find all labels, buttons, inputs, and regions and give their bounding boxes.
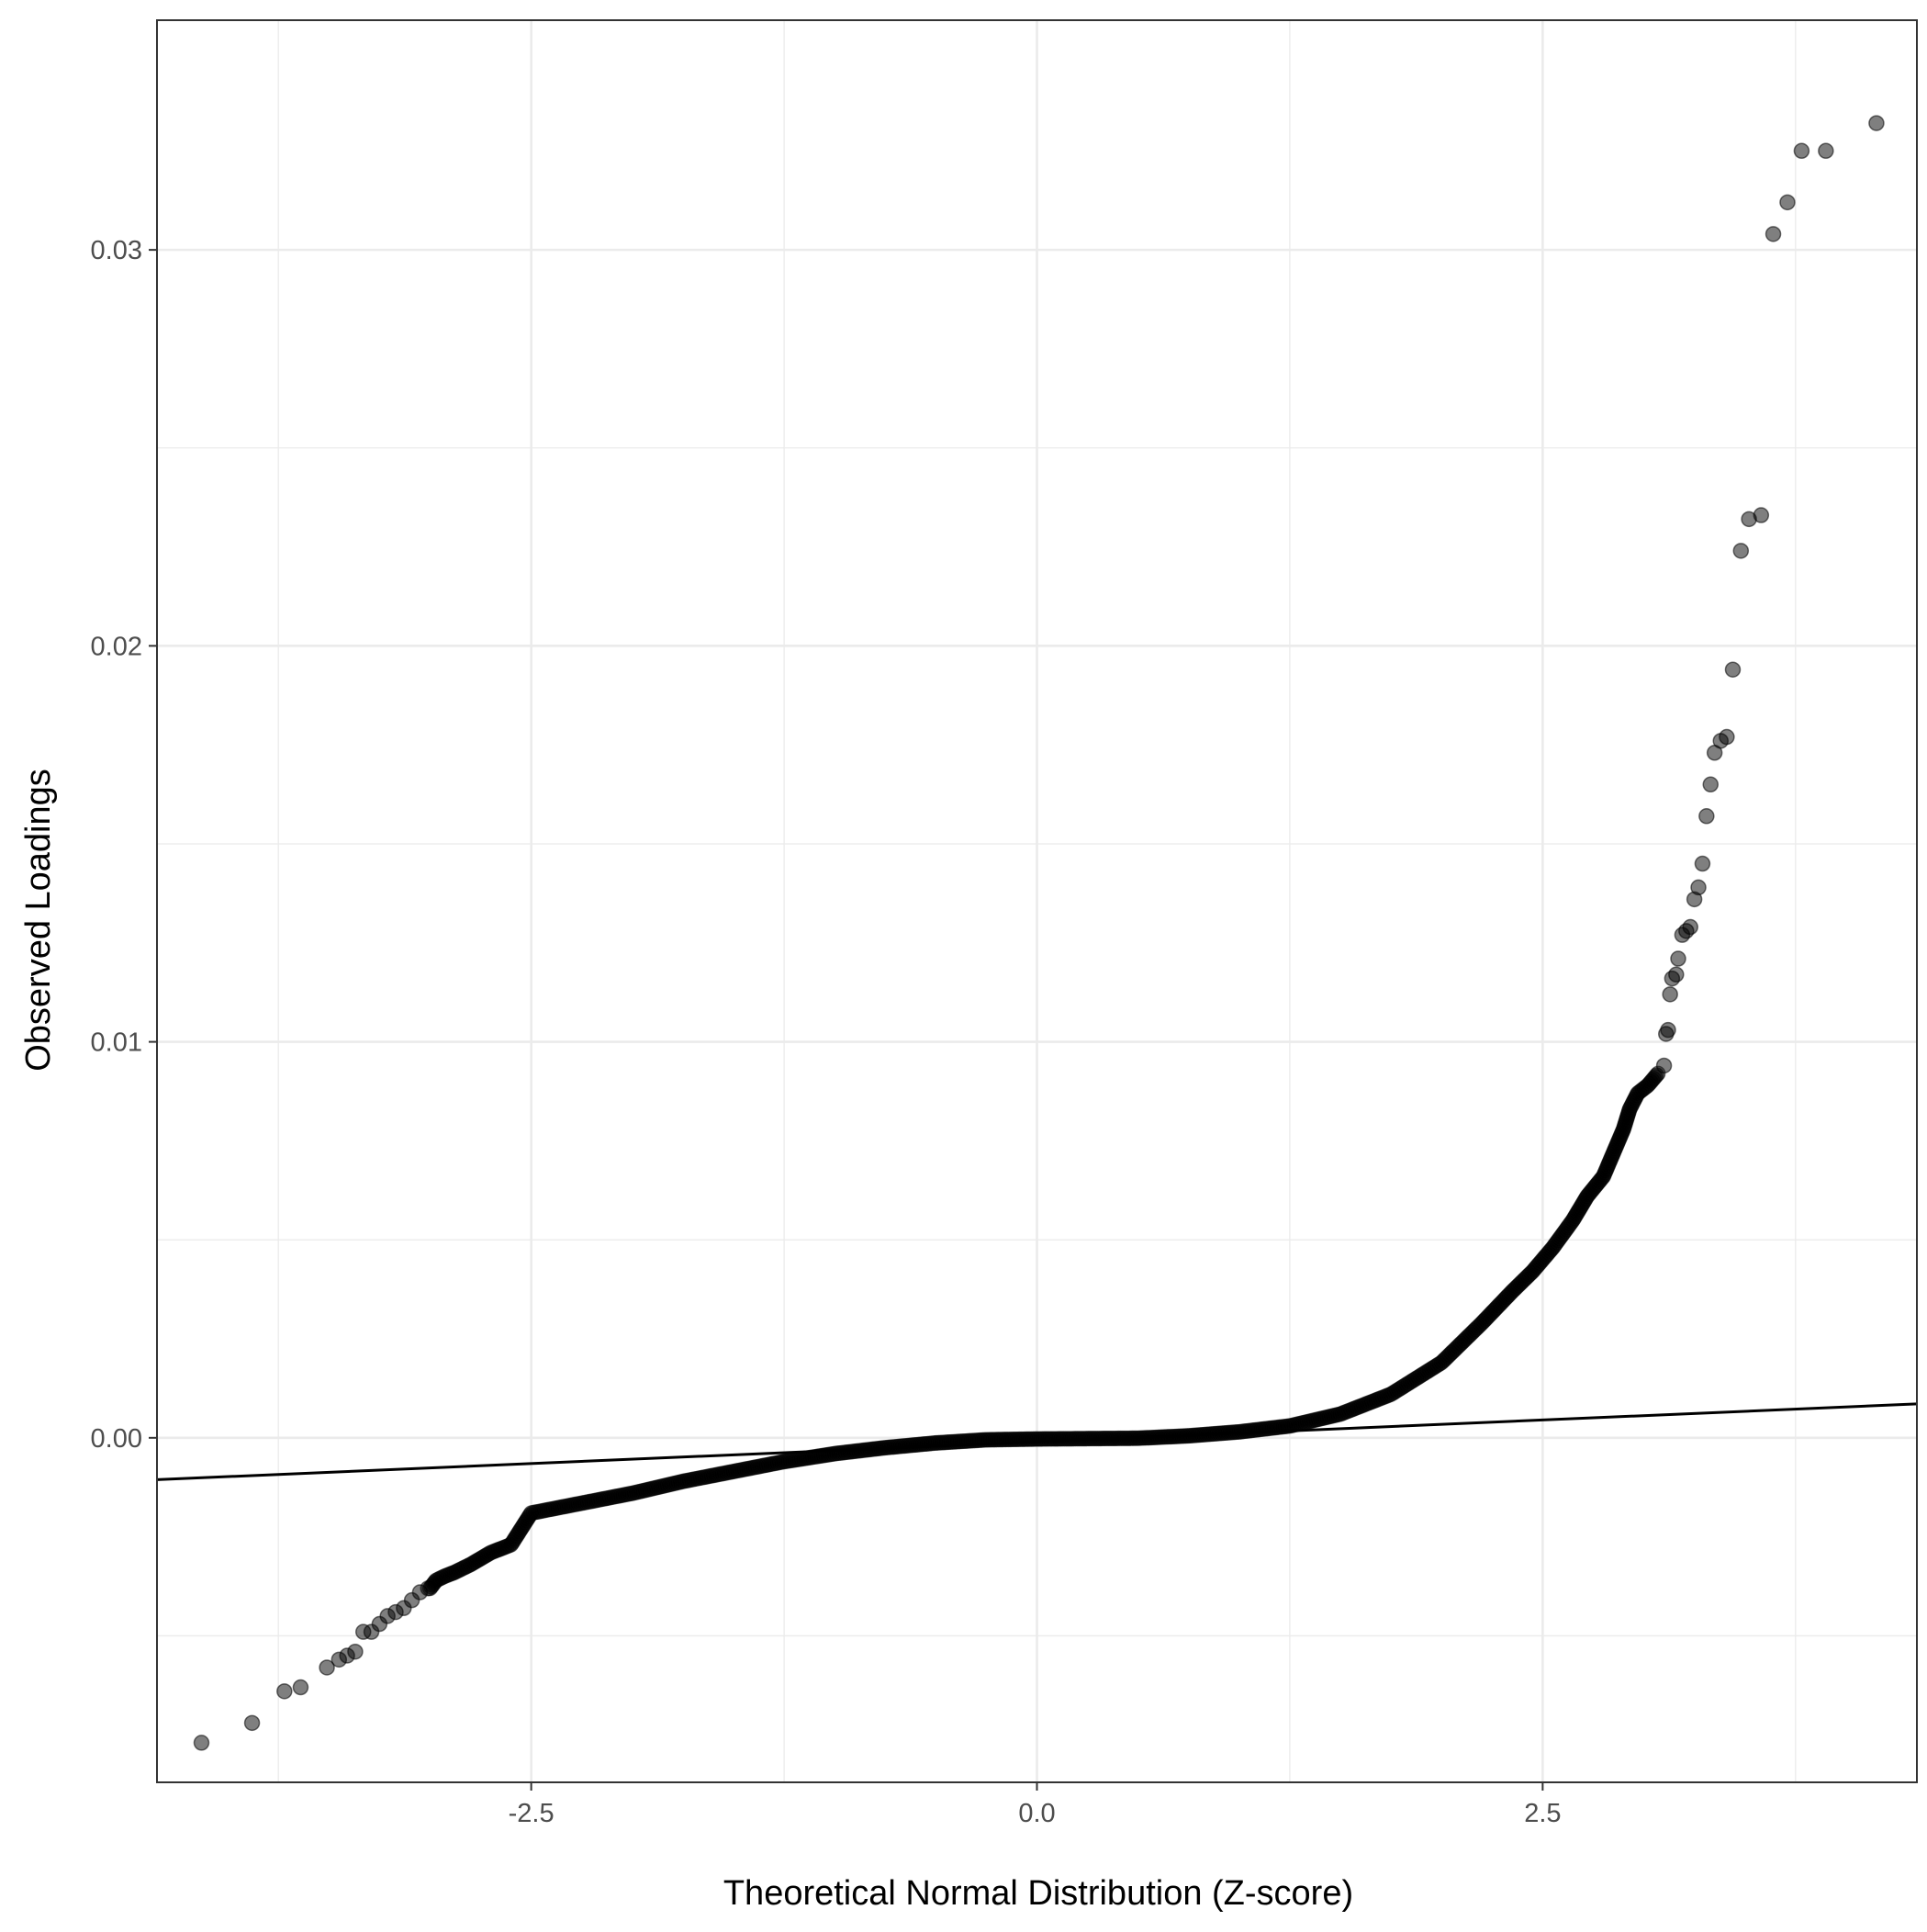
data-point bbox=[1702, 776, 1719, 793]
y-axis-title: Observed Loadings bbox=[19, 769, 58, 1072]
data-point bbox=[1668, 966, 1685, 983]
data-point bbox=[1682, 918, 1698, 936]
data-point bbox=[276, 1683, 293, 1700]
y-tick-label: 0.03 bbox=[91, 236, 142, 265]
data-point bbox=[1818, 142, 1834, 160]
y-tick-label: 0.01 bbox=[91, 1028, 142, 1058]
data-point bbox=[1694, 855, 1711, 872]
x-axis-title: Theoretical Normal Distribution (Z-score… bbox=[723, 1874, 1353, 1913]
data-point bbox=[1732, 543, 1750, 559]
data-point bbox=[1670, 950, 1686, 967]
x-axis-ticks: -2.5 0.0 2.5 bbox=[509, 1782, 1562, 1828]
data-point bbox=[1698, 808, 1715, 825]
data-point bbox=[193, 1735, 210, 1751]
data-point bbox=[1690, 879, 1707, 896]
data-point bbox=[1793, 142, 1810, 160]
data-point bbox=[420, 1579, 437, 1597]
x-tick-label: -2.5 bbox=[509, 1799, 555, 1828]
data-point bbox=[1779, 194, 1796, 211]
data-point bbox=[347, 1643, 364, 1660]
data-point bbox=[1724, 661, 1742, 678]
data-point bbox=[1662, 986, 1678, 1003]
data-point bbox=[1655, 1057, 1673, 1074]
y-tick-label: 0.02 bbox=[91, 632, 142, 661]
x-tick-label: 0.0 bbox=[1018, 1799, 1055, 1828]
major-gridlines bbox=[157, 20, 1917, 1782]
x-tick-label: 2.5 bbox=[1524, 1799, 1561, 1828]
y-tick-label: 0.00 bbox=[91, 1424, 142, 1454]
data-point bbox=[243, 1714, 261, 1732]
data-points bbox=[193, 115, 1885, 1751]
data-point bbox=[319, 1659, 335, 1676]
y-axis-ticks: 0.00 0.01 0.02 0.03 bbox=[91, 236, 157, 1454]
data-point bbox=[292, 1679, 309, 1696]
data-point bbox=[1753, 507, 1770, 523]
data-point bbox=[1719, 728, 1735, 746]
data-point bbox=[1660, 1021, 1676, 1039]
data-point bbox=[1868, 115, 1885, 131]
data-point bbox=[1765, 226, 1782, 242]
